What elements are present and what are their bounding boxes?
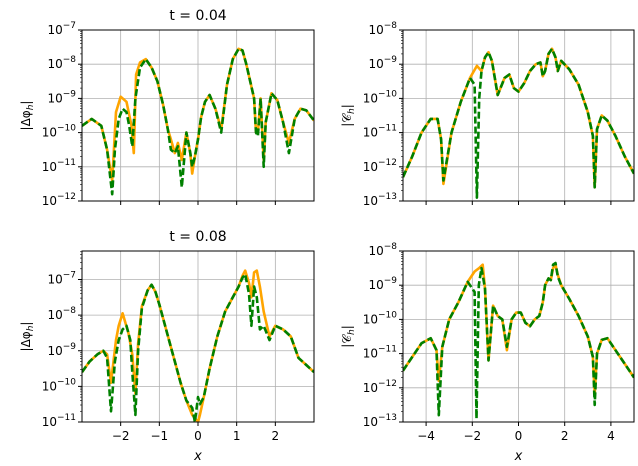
series-dashed-line	[82, 47, 314, 196]
y-tick-label: 10−9	[368, 276, 397, 292]
y-tick-label: 10−10	[363, 310, 398, 326]
x-tick-label: −1	[150, 429, 168, 443]
x-tick-label: 2	[561, 429, 569, 443]
y-tick-label: 10−9	[47, 89, 76, 105]
series-dashed-line	[403, 261, 634, 420]
y-tick-label: 10−10	[42, 377, 77, 393]
x-axis-label: x	[514, 449, 523, 464]
x-axis-label: x	[193, 449, 202, 464]
y-axis-label: |Δφh|	[19, 101, 36, 131]
y-tick-label: 10−11	[363, 124, 397, 140]
y-tick-label: 10−13	[363, 413, 397, 429]
chart-panel-2: 10−13 10−12 10−11 10−10 10−9 10−8 |𝒞h|	[340, 21, 635, 208]
y-tick-label: 10−12	[42, 192, 76, 208]
x-tick-label: 2	[272, 429, 280, 443]
x-tick-label: −2	[112, 429, 130, 443]
y-axis-label: |Δφh|	[19, 322, 36, 352]
y-axis-label: |𝒞h|	[340, 325, 357, 348]
chart-title: t = 0.08	[169, 229, 226, 245]
y-axis-label: |𝒞h|	[340, 104, 357, 127]
chart-panel-1: 10−12 10−11 10−10 10−9 10−8 10−7 t = 0.04 |Δφh|	[19, 8, 315, 208]
series-group	[82, 47, 314, 196]
series-group	[82, 269, 314, 422]
y-tick-label: 10−8	[368, 242, 397, 258]
series-group	[403, 261, 634, 420]
chart-panel-4: −4 −2 0 2 4 10−13 10−12 10−11 10−10 10−9 10−8 |𝒞h| x	[340, 242, 635, 464]
y-tick-label: 10−12	[363, 379, 397, 395]
y-tick-label: 10−8	[47, 306, 76, 322]
series-group	[403, 47, 634, 199]
y-tick-label: 10−7	[47, 271, 76, 287]
chart-panel-3: −2 −1 0 1 2 10−11 10−10 10−9 10−8 10−7 t = 0.08 |Δφ…	[19, 229, 315, 464]
y-tick-label: 10−12	[363, 158, 397, 174]
y-tick-label: 10−11	[42, 413, 76, 429]
y-tick-label: 10−10	[42, 124, 77, 140]
y-tick-label: 10−9	[368, 55, 397, 71]
x-tick-label: −4	[417, 429, 435, 443]
x-tick-label: 4	[607, 429, 615, 443]
x-tick-label: 0	[515, 429, 523, 443]
x-tick-label: 1	[233, 429, 241, 443]
y-tick-label: 10−8	[47, 55, 76, 71]
y-tick-label: 10−11	[42, 158, 76, 174]
y-tick-label: 10−9	[47, 342, 76, 358]
y-tick-label: 10−13	[363, 192, 397, 208]
y-tick-label: 10−8	[368, 21, 397, 37]
series-solid-line	[82, 269, 314, 422]
chart-title: t = 0.04	[169, 8, 226, 24]
y-tick-label: 10−10	[363, 89, 398, 105]
y-tick-label: 10−7	[47, 21, 76, 37]
x-tick-label: −2	[463, 429, 481, 443]
series-dashed-line	[82, 272, 314, 422]
y-tick-label: 10−11	[363, 345, 397, 361]
x-tick-label: 0	[194, 429, 202, 443]
series-dashed-line	[403, 47, 634, 199]
